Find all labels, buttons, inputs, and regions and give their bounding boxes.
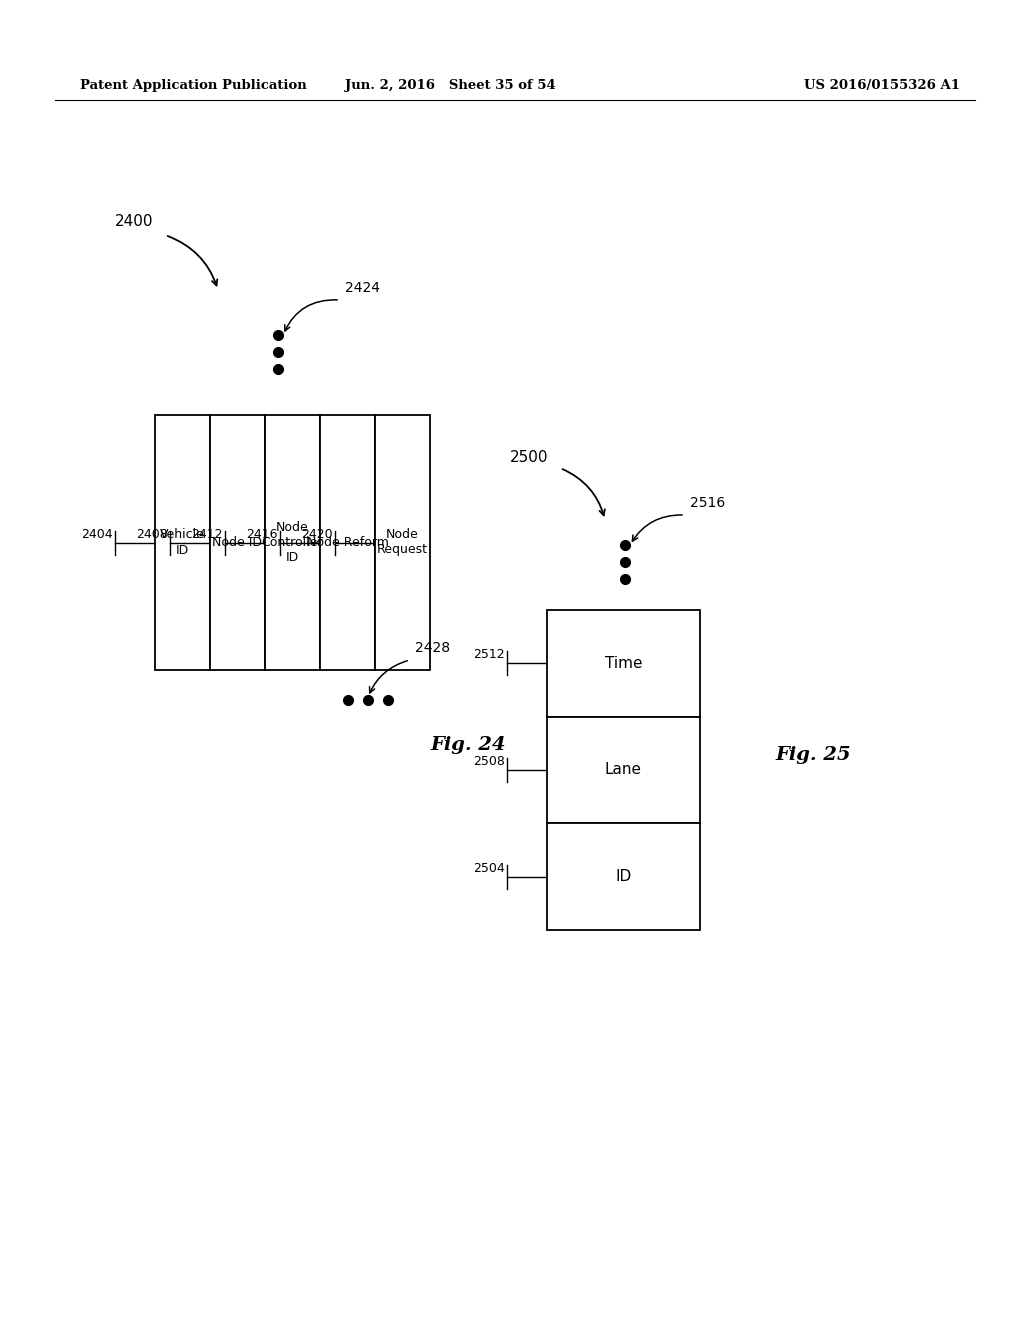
Text: Fig. 25: Fig. 25 bbox=[775, 746, 851, 764]
Text: 2500: 2500 bbox=[510, 450, 549, 466]
Text: 2424: 2424 bbox=[345, 281, 380, 294]
Bar bbox=[547, 717, 700, 824]
Bar bbox=[547, 610, 700, 717]
Text: 2508: 2508 bbox=[473, 755, 505, 768]
Text: Patent Application Publication: Patent Application Publication bbox=[80, 78, 307, 91]
Text: 2416: 2416 bbox=[247, 528, 278, 540]
Text: ID: ID bbox=[615, 869, 632, 884]
Bar bbox=[547, 824, 700, 931]
Bar bbox=[210, 414, 265, 671]
Text: 2400: 2400 bbox=[115, 214, 154, 230]
Bar bbox=[319, 414, 375, 671]
Text: Vehicle
ID: Vehicle ID bbox=[160, 528, 205, 557]
Text: Node
Controller
ID: Node Controller ID bbox=[262, 521, 324, 564]
Bar bbox=[265, 414, 319, 671]
Text: Fig. 24: Fig. 24 bbox=[430, 737, 506, 754]
Text: Node ID: Node ID bbox=[213, 536, 262, 549]
Text: Node Reform: Node Reform bbox=[306, 536, 388, 549]
Text: 2404: 2404 bbox=[81, 528, 113, 540]
Text: 2408: 2408 bbox=[136, 528, 168, 540]
Bar bbox=[155, 414, 210, 671]
Text: 2428: 2428 bbox=[415, 642, 451, 655]
Text: 2504: 2504 bbox=[473, 862, 505, 875]
Text: Jun. 2, 2016   Sheet 35 of 54: Jun. 2, 2016 Sheet 35 of 54 bbox=[345, 78, 555, 91]
Text: 2512: 2512 bbox=[473, 648, 505, 661]
Text: Lane: Lane bbox=[605, 763, 642, 777]
Text: US 2016/0155326 A1: US 2016/0155326 A1 bbox=[804, 78, 961, 91]
Text: Time: Time bbox=[605, 656, 642, 671]
Text: 2412: 2412 bbox=[191, 528, 223, 540]
Text: 2516: 2516 bbox=[690, 496, 725, 510]
Text: 2420: 2420 bbox=[301, 528, 333, 540]
Text: Node
Request: Node Request bbox=[377, 528, 428, 557]
Bar bbox=[375, 414, 430, 671]
